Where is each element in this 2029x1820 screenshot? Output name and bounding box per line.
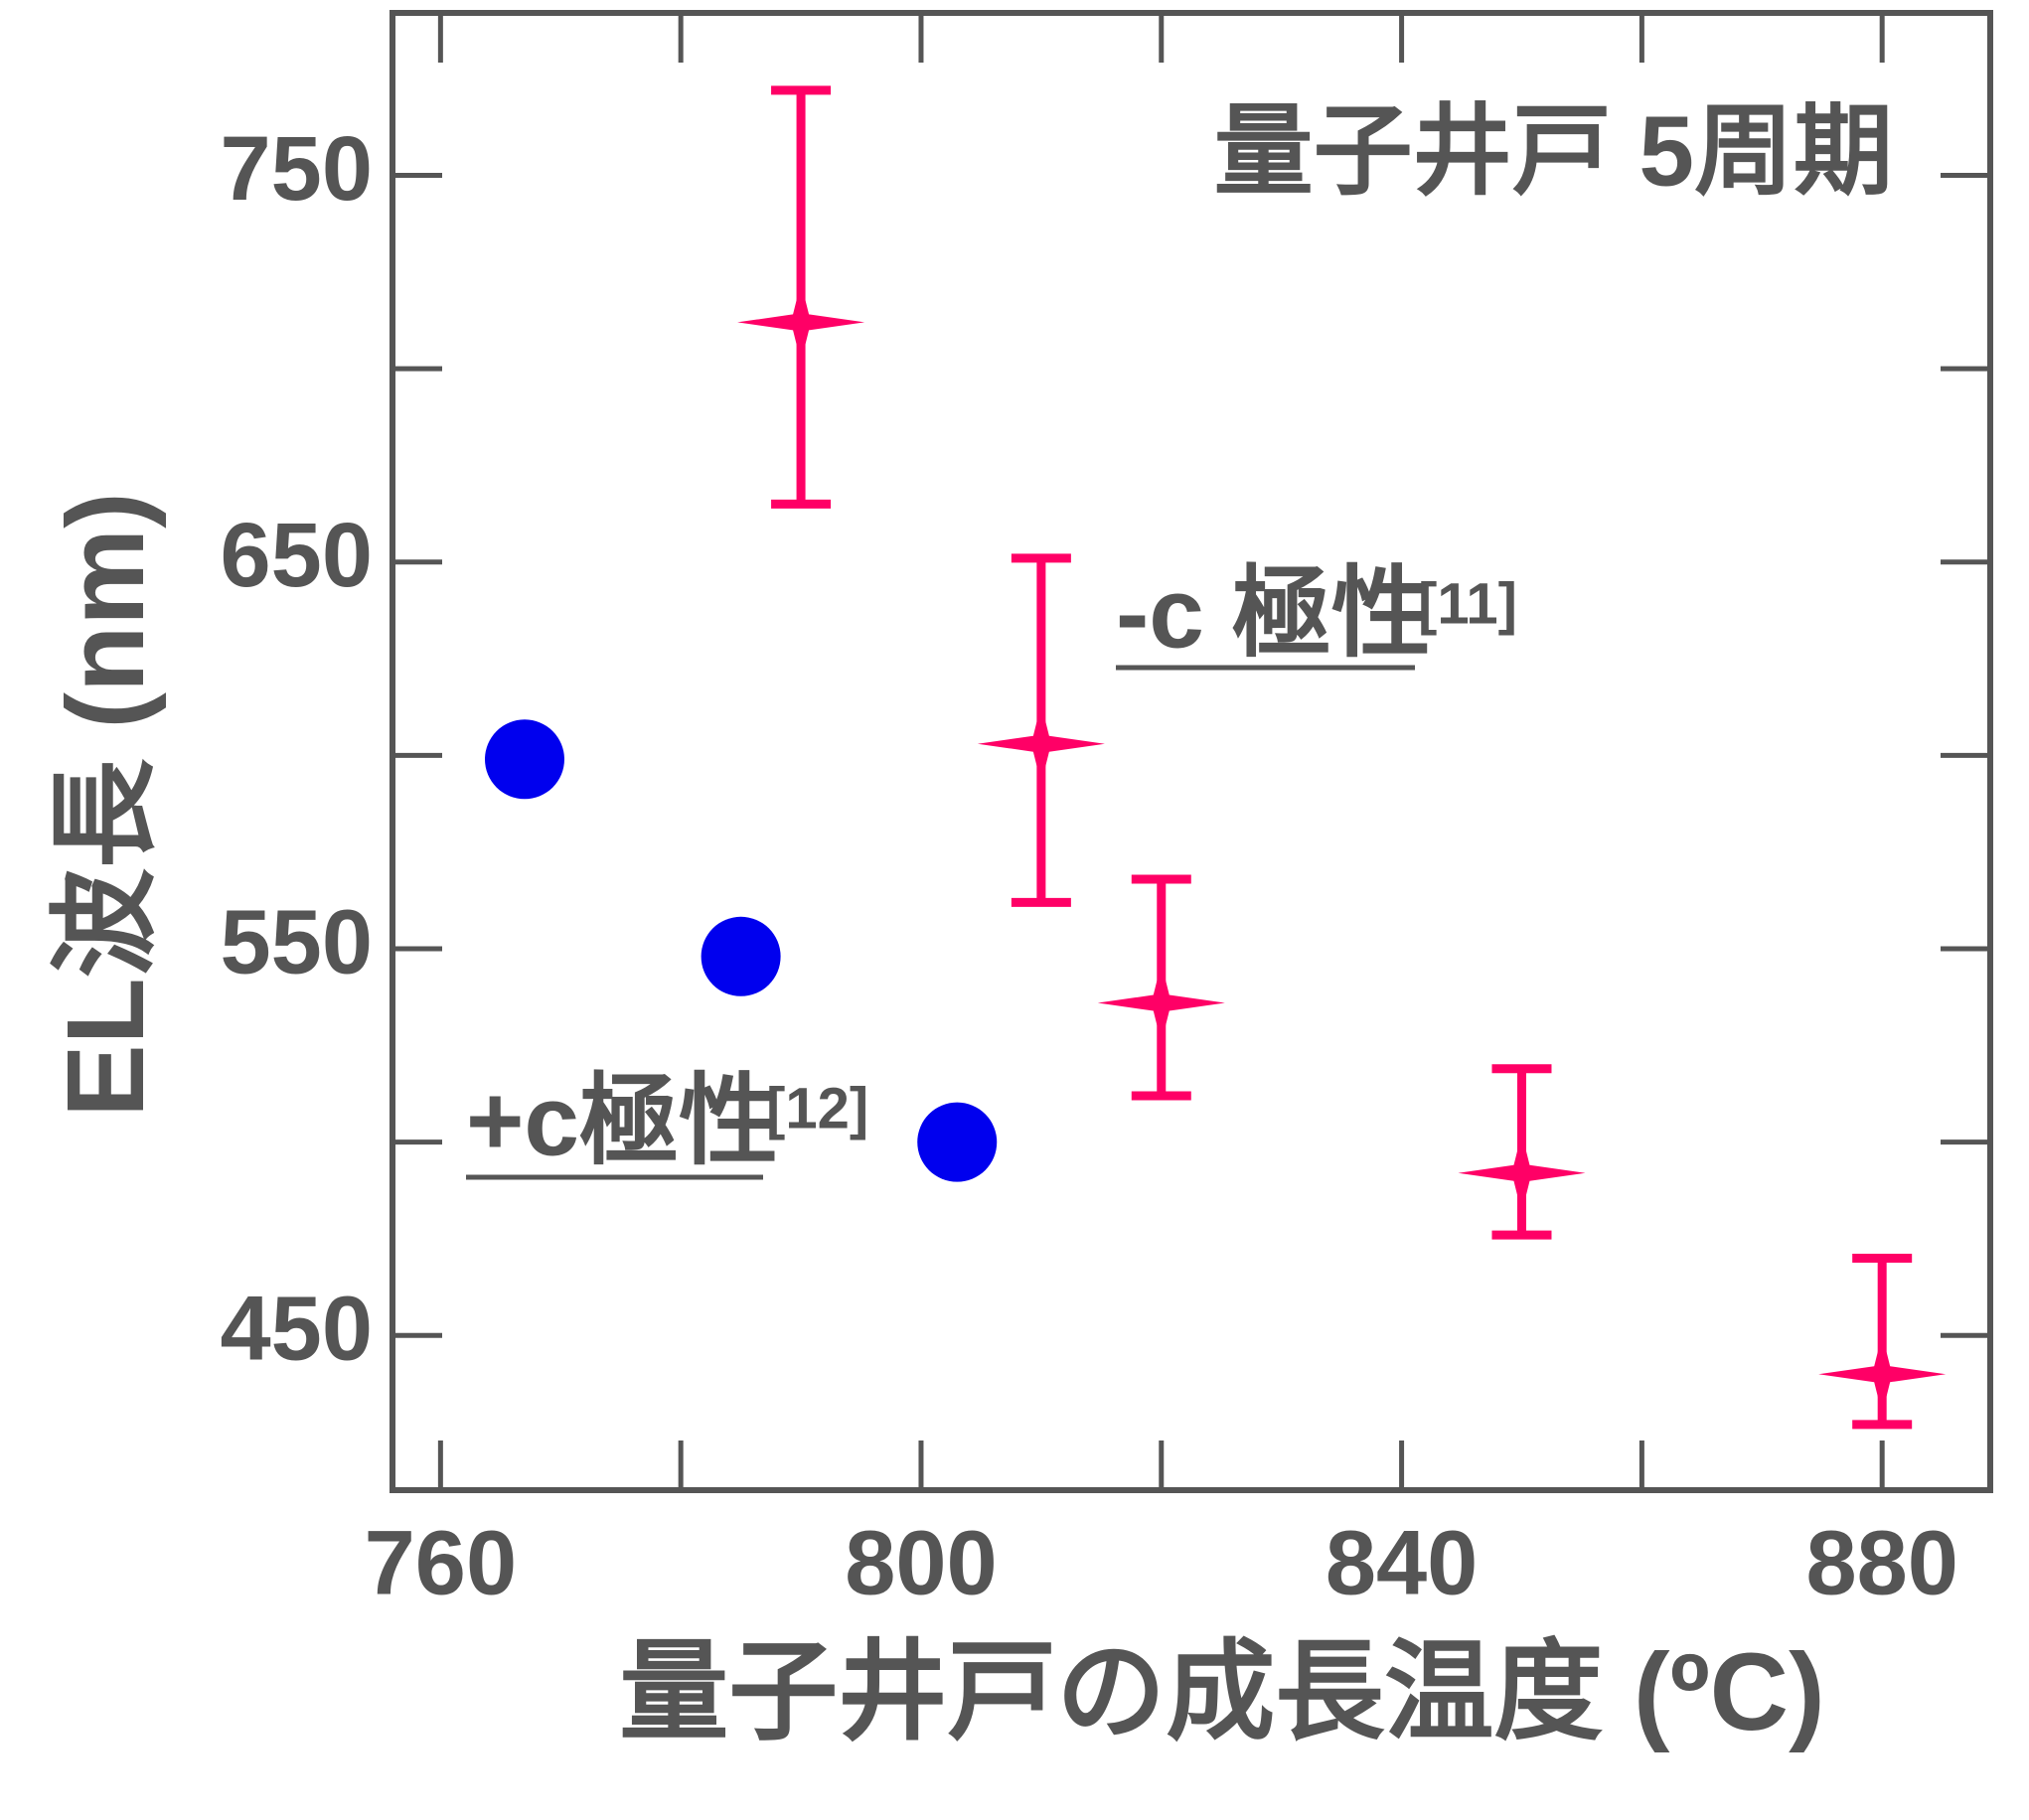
point	[917, 1102, 998, 1182]
point	[977, 703, 1105, 784]
annotation: +c極性	[466, 1065, 778, 1176]
point	[701, 916, 781, 996]
point	[484, 719, 564, 800]
point	[737, 282, 865, 363]
x-tick-label: 800	[845, 1512, 998, 1613]
x-tick-label: 880	[1805, 1512, 1958, 1613]
y-tick-label: 450	[221, 1279, 374, 1380]
annotation: 量子井戸 5周期	[1214, 95, 1893, 207]
x-tick-label: 840	[1326, 1512, 1479, 1613]
y-tick-label: 650	[221, 505, 374, 606]
x-tick-label: 760	[365, 1512, 518, 1613]
x-axis-label: 量子井戸の成長温度 (ºC)	[619, 1631, 1824, 1753]
y-axis-label: EL波長 (nm)	[45, 492, 167, 1117]
point	[1097, 963, 1225, 1043]
annotation-ref: [12]	[766, 1076, 868, 1140]
point	[1458, 1133, 1586, 1213]
point	[1818, 1334, 1947, 1415]
plot-frame	[390, 10, 1993, 1493]
y-tick-label: 550	[221, 891, 374, 992]
annotation: -c 極性	[1116, 557, 1431, 669]
annotation-ref: [11]	[1418, 571, 1517, 636]
y-tick-label: 750	[221, 118, 374, 220]
